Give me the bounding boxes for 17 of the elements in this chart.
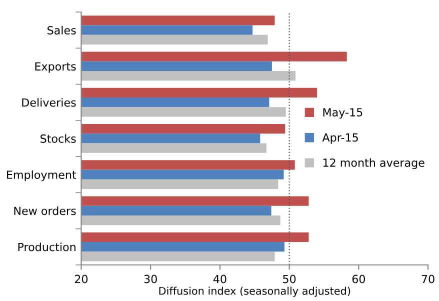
legend-label: Apr-15: [322, 133, 358, 144]
x-axis-title: Diffusion index (seasonally adjusted): [159, 286, 350, 297]
legend-label: May-15: [323, 108, 362, 119]
x-tick-label: 70: [422, 274, 434, 284]
y-tick-label: Stocks: [40, 134, 76, 143]
x-tick-label: 40: [213, 274, 226, 284]
y-tick-label: Employment: [7, 170, 76, 182]
y-tick-label: Exports: [35, 62, 76, 73]
y-tick-label: New orders: [14, 206, 76, 216]
x-tick-label: 30: [144, 274, 157, 284]
y-tick-label: Deliveries: [22, 98, 76, 107]
y-tick-label: Sales: [48, 26, 76, 34]
x-tick-label: 20: [74, 274, 88, 284]
x-tick-label: 50: [283, 274, 296, 284]
y-tick-label: Production: [18, 242, 76, 252]
x-tick-label: 60: [352, 274, 365, 284]
legend-label: 12 month average: [323, 158, 424, 170]
